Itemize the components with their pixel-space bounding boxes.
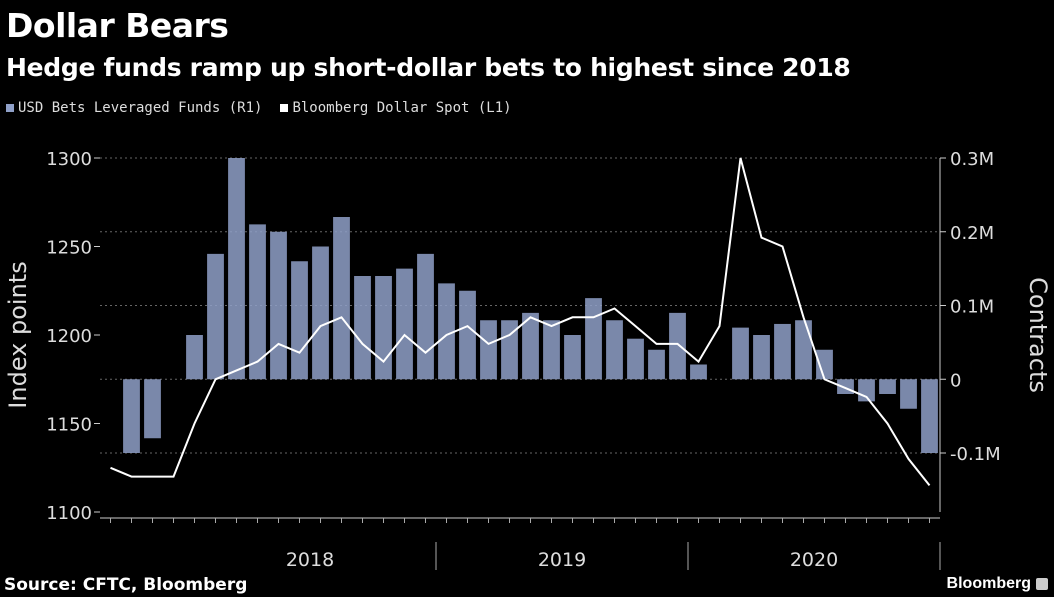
- bar: [732, 327, 749, 380]
- bar: [144, 379, 161, 439]
- bar: [774, 323, 791, 380]
- x-tick-label: 2019: [538, 549, 586, 571]
- legend-item-bars: USD Bets Leveraged Funds (R1): [6, 100, 262, 116]
- bar: [333, 217, 350, 380]
- bar: [669, 312, 686, 380]
- bar: [753, 335, 770, 380]
- bar: [438, 283, 455, 380]
- chart-title: Dollar Bears: [6, 6, 229, 45]
- chart-subtitle: Hedge funds ramp up short-dollar bets to…: [6, 53, 851, 82]
- bar: [207, 253, 224, 380]
- left-tick-label: 1300: [46, 149, 92, 170]
- right-tick-label: 0: [950, 370, 961, 391]
- bar: [312, 246, 329, 380]
- bar: [648, 349, 665, 380]
- right-tick-label: 0.3M: [950, 149, 994, 170]
- bar: [123, 379, 140, 453]
- left-tick-label: 1250: [46, 238, 92, 259]
- brand-name: Bloomberg: [946, 575, 1031, 592]
- legend-label-line: Bloomberg Dollar Spot (L1): [292, 100, 512, 116]
- legend-label-bars: USD Bets Leveraged Funds (R1): [18, 100, 263, 116]
- bar: [564, 335, 581, 380]
- brand-logo: Bloomberg: [947, 575, 1048, 593]
- bar: [396, 268, 413, 380]
- source-note: Source: CFTC, Bloomberg: [4, 575, 248, 595]
- bar: [795, 320, 812, 380]
- bar: [690, 364, 707, 380]
- legend-item-line: Bloomberg Dollar Spot (L1): [280, 100, 512, 116]
- bar: [900, 379, 917, 409]
- bar: [816, 349, 833, 380]
- left-tick-label: 1150: [46, 415, 92, 436]
- legend-swatch-line: [280, 104, 289, 112]
- x-tick-label: 2020: [790, 549, 838, 571]
- left-axis-title: Index points: [4, 261, 32, 408]
- bar: [585, 298, 602, 380]
- bar: [627, 338, 644, 380]
- bar: [606, 320, 623, 380]
- bar: [291, 261, 308, 380]
- bar: [459, 290, 476, 380]
- chart-legend: USD Bets Leveraged Funds (R1) Bloomberg …: [6, 100, 512, 116]
- left-tick-label: 1100: [46, 503, 92, 524]
- right-tick-label: 0.1M: [950, 297, 994, 318]
- legend-swatch-bars: [6, 104, 14, 112]
- left-tick-label: 1200: [46, 326, 92, 347]
- bar: [501, 320, 518, 380]
- series-line: [110, 157, 931, 487]
- bar: [480, 320, 497, 380]
- bar: [522, 312, 539, 380]
- bar: [249, 224, 266, 380]
- bar: [228, 158, 245, 380]
- right-tick-label: -0.1M: [950, 444, 1001, 465]
- brand-icon: [1036, 578, 1048, 590]
- right-axis-title: Contracts: [1024, 277, 1052, 393]
- bar: [921, 379, 938, 453]
- bar: [543, 320, 560, 380]
- bar: [375, 276, 392, 380]
- x-tick-label: 2018: [286, 549, 334, 571]
- bar: [186, 335, 203, 380]
- bar: [417, 253, 434, 380]
- bar: [270, 231, 287, 380]
- bar: [354, 276, 371, 380]
- right-tick-label: 0.2M: [950, 223, 994, 244]
- bar: [879, 379, 896, 394]
